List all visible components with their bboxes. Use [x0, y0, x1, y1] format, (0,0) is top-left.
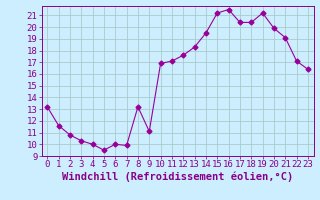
X-axis label: Windchill (Refroidissement éolien,°C): Windchill (Refroidissement éolien,°C) [62, 172, 293, 182]
